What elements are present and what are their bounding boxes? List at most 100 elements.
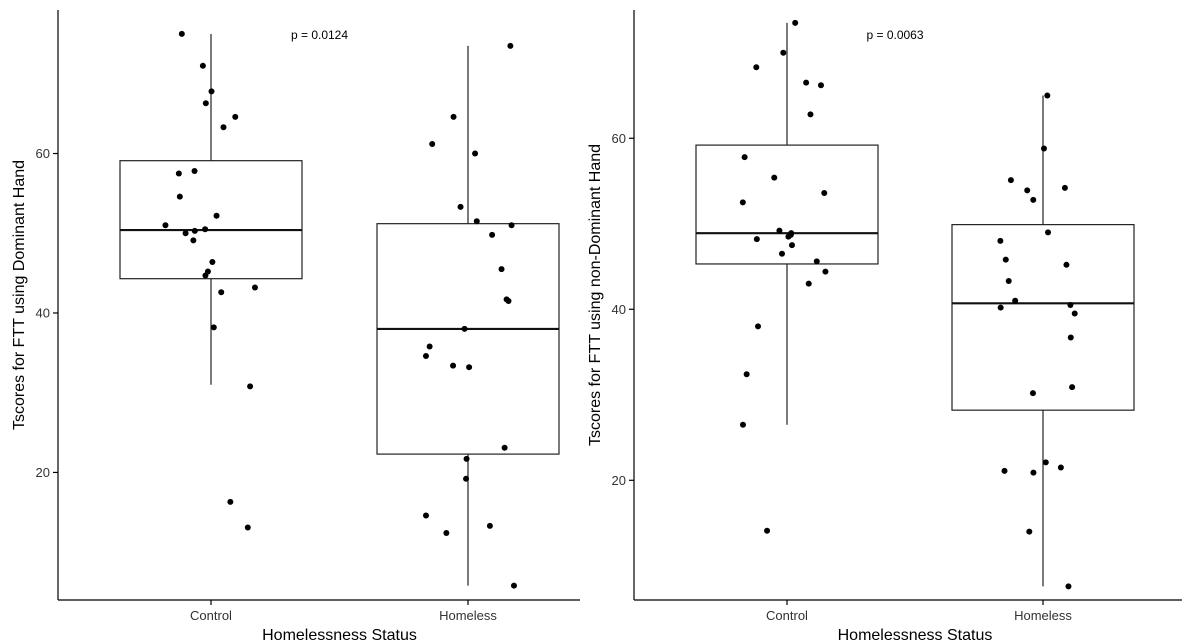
data-point (505, 298, 512, 305)
data-point (1044, 92, 1051, 99)
data-point (813, 258, 820, 265)
x-axis-title: Homelessness Status (838, 627, 993, 644)
data-point (1040, 145, 1047, 152)
data-point (213, 212, 220, 219)
x-tick-label: Control (190, 608, 232, 623)
y-tick-label: 20 (612, 473, 626, 488)
data-point (1030, 196, 1037, 203)
y-tick-label: 20 (36, 465, 50, 480)
y-axis-title: Tscores for FTT using non-Dominant Hand (587, 144, 604, 446)
data-point (498, 266, 505, 273)
data-point (182, 230, 189, 237)
chart-left: 20 40 60 Control Homeless p = 0.0124 Homelessn… (11, 10, 580, 644)
box-control (695, 144, 879, 265)
x-tick-label: Homeless (1014, 608, 1072, 623)
data-point (232, 113, 239, 120)
data-point (190, 237, 197, 244)
data-point (466, 364, 473, 371)
data-point (209, 258, 216, 265)
data-point (202, 272, 209, 279)
data-point (473, 218, 480, 225)
data-point (805, 280, 812, 287)
data-point (764, 527, 771, 534)
data-point (807, 111, 814, 118)
data-point (1063, 261, 1070, 268)
data-point (461, 325, 468, 332)
data-point (743, 371, 750, 378)
data-point (227, 498, 234, 505)
data-point (1030, 469, 1037, 476)
data-point (463, 455, 470, 462)
data-point (422, 512, 429, 519)
data-point (997, 237, 1004, 244)
data-point (1026, 528, 1033, 535)
data-point (199, 62, 206, 69)
data-point (429, 140, 436, 147)
data-point (244, 524, 251, 531)
data-point (997, 304, 1004, 311)
data-point (450, 113, 457, 120)
box-control (119, 160, 303, 280)
data-point (218, 289, 225, 296)
data-point (486, 522, 493, 529)
data-point (162, 222, 169, 229)
p-value-annotation: p = 0.0063 (866, 28, 923, 42)
data-point (202, 226, 209, 233)
data-point (1042, 459, 1049, 466)
data-point (1067, 334, 1074, 341)
data-point (788, 242, 795, 249)
y-tick-label: 60 (612, 131, 626, 146)
data-point (776, 227, 783, 234)
data-point (1069, 384, 1076, 391)
data-point (1024, 187, 1031, 194)
x-axis-title: Homelessness Status (262, 627, 417, 644)
data-point (202, 100, 209, 107)
x-tick-label: Control (766, 608, 808, 623)
data-point (175, 170, 182, 177)
data-point (210, 324, 217, 331)
data-point (1065, 583, 1072, 590)
data-point (247, 383, 254, 390)
data-point (472, 150, 479, 157)
data-point (792, 19, 799, 26)
data-point (803, 79, 810, 86)
box-homeless (951, 224, 1135, 411)
data-point (780, 49, 787, 56)
data-point (510, 582, 517, 589)
data-point (817, 82, 824, 89)
data-point (457, 203, 464, 210)
data-point (463, 475, 470, 482)
chart-right: 20 40 60 Control Homeless p = 0.0063 Homelessn… (587, 10, 1182, 644)
x-tick-label: Homeless (439, 608, 497, 623)
data-point (191, 227, 198, 234)
data-point (771, 174, 778, 181)
data-point (1071, 310, 1078, 317)
y-axis-title: Tscores for FTT using Dominant Hand (11, 160, 28, 430)
data-point (1007, 177, 1014, 184)
data-point (251, 284, 258, 291)
data-point (422, 353, 429, 360)
data-point (755, 323, 762, 330)
data-point (1061, 184, 1068, 191)
data-point (208, 88, 215, 95)
data-point (191, 168, 198, 175)
data-point (489, 231, 496, 238)
data-point (1057, 464, 1064, 471)
data-point (1012, 297, 1019, 304)
data-point (443, 530, 450, 537)
data-point (822, 268, 829, 275)
data-point (220, 124, 227, 131)
data-point (778, 250, 785, 257)
data-point (785, 233, 792, 240)
data-point (821, 189, 828, 196)
data-point (739, 199, 746, 206)
data-point (1029, 390, 1036, 397)
data-point (450, 362, 457, 369)
y-tick-label: 60 (36, 146, 50, 161)
data-point (176, 193, 183, 200)
data-point (753, 236, 760, 243)
data-point (1005, 278, 1012, 285)
data-point (501, 444, 508, 451)
data-point (508, 222, 515, 229)
